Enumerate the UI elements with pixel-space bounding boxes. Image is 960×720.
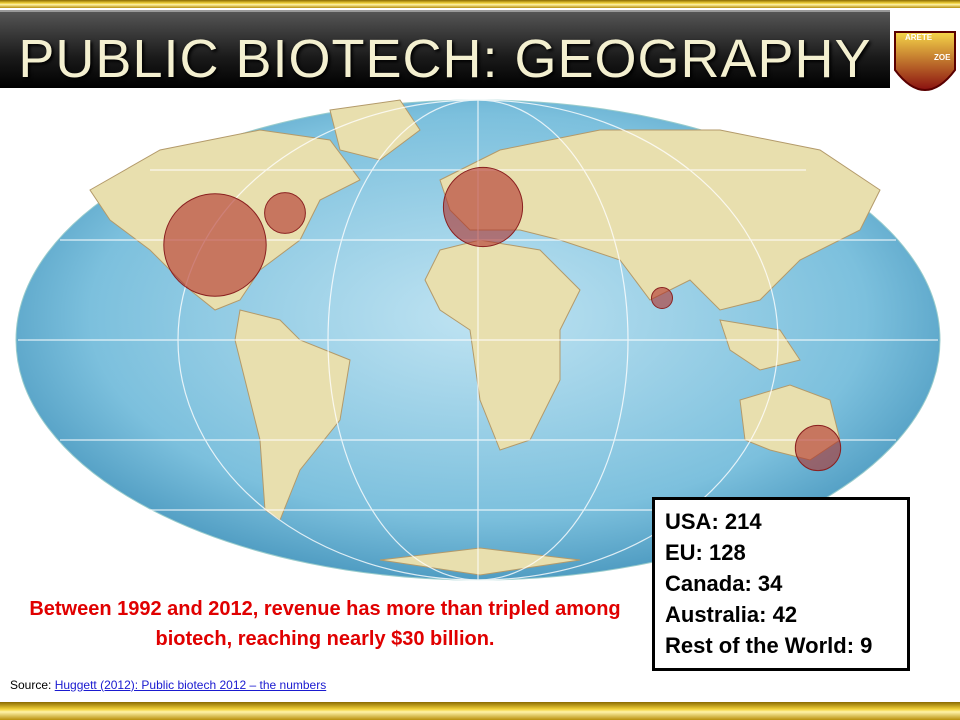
source-label: Source: (10, 678, 52, 692)
antarctica (379, 547, 581, 576)
logo-shield (894, 31, 956, 91)
bubbles (163, 166, 842, 472)
region-value: 42 (772, 602, 798, 627)
southeast-asia (719, 319, 801, 371)
legend-row: Rest of the World: 9 (665, 630, 907, 661)
slide-title: PUBLIC BIOTECH: GEOGRAPHY (18, 29, 872, 89)
region-bubble (651, 287, 673, 309)
legend-row: USA: 214 (665, 506, 907, 537)
region-name: Rest of the World: (665, 633, 855, 658)
region-bubble (264, 192, 306, 234)
logo-text: ZOE (934, 53, 951, 62)
top-border (0, 0, 960, 8)
region-value: 128 (709, 540, 746, 565)
legend-row: Australia: 42 (665, 599, 907, 630)
greenland (329, 99, 421, 161)
region-bubble (442, 166, 524, 248)
south-america (234, 309, 351, 521)
region-bubble (794, 424, 842, 472)
legend-row: EU: 128 (665, 537, 907, 568)
region-value: 34 (757, 571, 783, 596)
source: Source: Huggett (2012): Public biotech 2… (10, 678, 326, 692)
title-bar: PUBLIC BIOTECH: GEOGRAPHY (0, 10, 890, 89)
region-name: USA: (665, 509, 719, 534)
legend-row: Canada: 34 (665, 568, 907, 599)
logo: ARETE ZOE (894, 31, 956, 91)
source-link[interactable]: Huggett (2012): Public biotech 2012 – th… (54, 678, 327, 692)
region-name: Australia: (665, 602, 767, 627)
region-value: 9 (860, 633, 873, 658)
legend-box: USA: 214 EU: 128 Canada: 34 Australia: 42 Re… (652, 497, 910, 671)
caption: Between 1992 and 2012, revenue has more … (29, 598, 621, 650)
region-name: EU: (665, 540, 703, 565)
region-bubble (163, 193, 267, 297)
world-map: ARETE ZOE (15, 31, 956, 581)
region-value: 214 (724, 509, 762, 534)
bottom-border (0, 702, 960, 720)
logo-text: ARETE (905, 33, 933, 42)
region-name: Canada: (665, 571, 752, 596)
